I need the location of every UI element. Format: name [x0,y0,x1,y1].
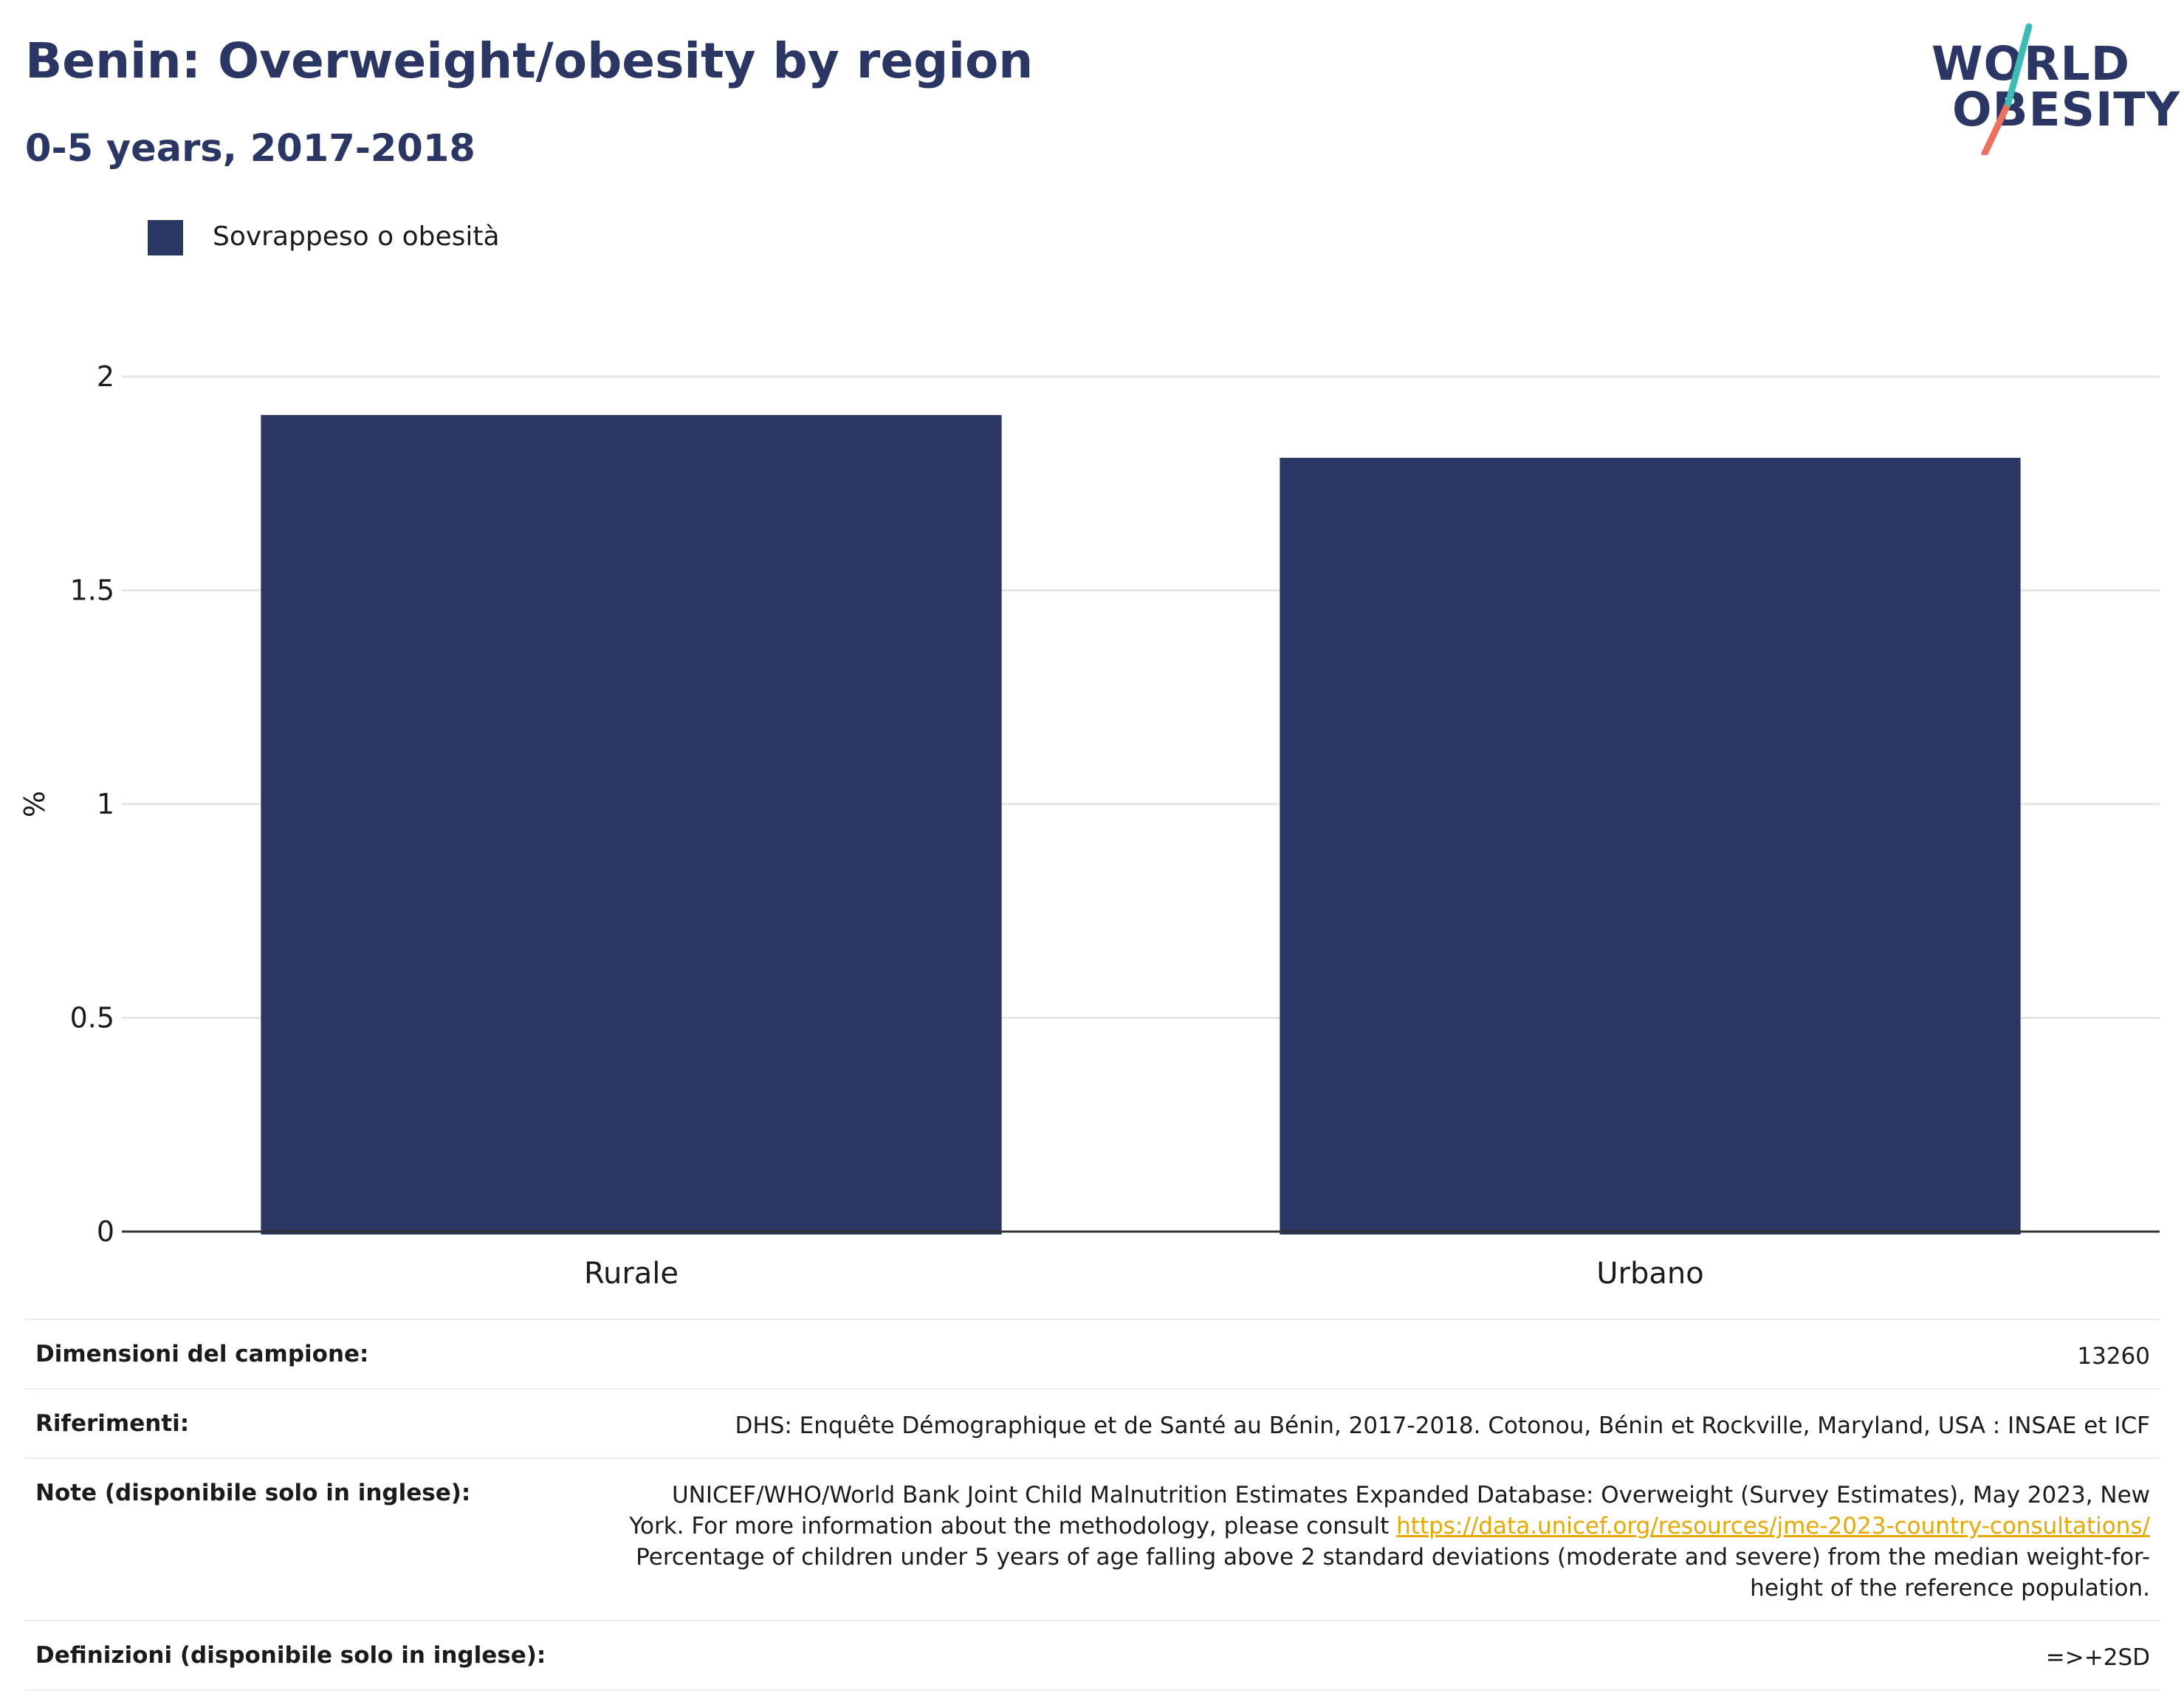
chart-title: Benin: Overweight/obesity by region [25,32,1034,89]
references-label: Riferimenti: [35,1410,190,1437]
notes-label: Note (disponibile solo in inglese): [35,1480,471,1506]
notes-text-after: Percentage of children under 5 years of … [636,1544,2150,1601]
y-axis-label: % [18,791,51,817]
info-row-definitions: Definizioni (disponibile solo in inglese… [25,1620,2160,1691]
info-row-references: Riferimenti: DHS: Enquête Démographique … [25,1388,2160,1458]
chart-subtitle: 0-5 years, 2017-2018 [25,127,475,171]
bar-rurale[interactable] [261,415,1002,1235]
notes-value: UNICEF/WHO/World Bank Joint Child Malnut… [629,1480,2150,1604]
logo-slash-icon [1981,23,2033,155]
y-tick-label: 2 [97,360,114,393]
x-tick-label: Rurale [584,1257,679,1285]
definitions-label: Definizioni (disponibile solo in inglese… [35,1642,546,1669]
y-tick-label: 0.5 [70,1002,114,1034]
methodology-link[interactable]: https://data.unicef.org/resources/jme-20… [1396,1513,2150,1539]
y-tick-label: 1 [97,788,114,820]
bars [261,415,2021,1235]
legend-label: Sovrappeso o obesità [213,222,500,252]
bar-urbano[interactable] [1280,458,2021,1235]
logo-word-obesity: OBESITY [1952,83,2181,137]
y-tick-label: 0 [97,1215,114,1248]
info-row-notes: Note (disponibile solo in inglese): UNIC… [25,1458,2160,1620]
bar-chart: 0 0.5 1 1.5 2 Rurale Urbano % [18,360,2160,1285]
references-value: DHS: Enquête Démographique et de Santé a… [735,1412,2150,1439]
notes-text-before: UNICEF/WHO/World Bank Joint Child Malnut… [629,1482,2150,1539]
info-row-sample-size: Dimensioni del campione: 13260 [25,1319,2160,1388]
sample-size-label: Dimensioni del campione: [35,1341,369,1367]
sample-size-value: 13260 [2077,1343,2150,1370]
y-tick-label: 1.5 [70,574,114,607]
definitions-value: =>+2SD [2045,1644,2150,1671]
info-table: Dimensioni del campione: 13260 Riferimen… [25,1319,2160,1691]
legend-swatch [148,220,183,255]
x-tick-label: Urbano [1596,1257,1703,1285]
logo-word-world: WORLD [1931,37,2130,91]
world-obesity-logo[interactable]: WORLD OBESITY [1927,22,2180,155]
axes: 0 0.5 1 1.5 2 Rurale Urbano [70,360,2160,1285]
